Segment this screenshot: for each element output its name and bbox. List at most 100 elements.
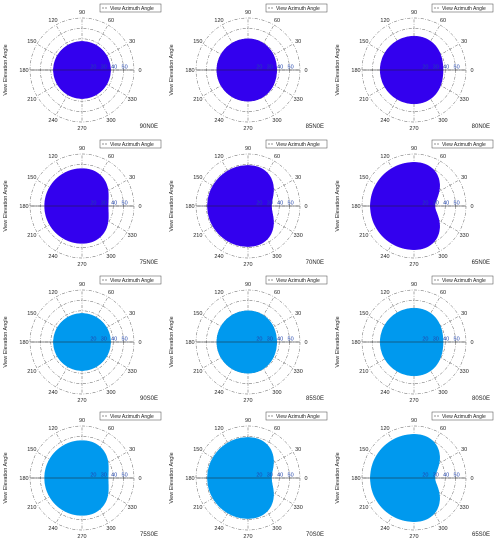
radial-tick-label: 30 xyxy=(267,201,273,207)
angle-label: 210 xyxy=(359,369,368,375)
angle-label: 180 xyxy=(185,476,194,482)
angle-label: 300 xyxy=(272,526,281,532)
angle-label: 90 xyxy=(79,282,85,288)
angle-label: 210 xyxy=(193,369,202,375)
angle-label: 60 xyxy=(108,154,114,160)
radial-tick-label: 50 xyxy=(122,337,128,343)
radial-tick-label: 20 xyxy=(422,201,428,207)
angle-label: 60 xyxy=(274,290,280,296)
angle-label: 90 xyxy=(79,10,85,16)
legend-box xyxy=(265,3,328,13)
angle-label: 0 xyxy=(470,204,473,210)
angle-label: 150 xyxy=(193,311,202,317)
angle-label: 240 xyxy=(214,118,223,124)
angle-label: 300 xyxy=(272,390,281,396)
angle-label: 150 xyxy=(359,39,368,45)
angle-label: 0 xyxy=(304,476,307,482)
angle-label: 240 xyxy=(48,118,57,124)
legend-label: View Azimuth Angle xyxy=(442,6,486,12)
radial-tick-label: 30 xyxy=(267,337,273,343)
angle-label: 60 xyxy=(108,18,114,24)
angle-label: 210 xyxy=(27,369,36,375)
angle-label: 240 xyxy=(380,526,389,532)
radial-tick-label: 30 xyxy=(267,473,273,479)
panel-label: 75S0E xyxy=(140,532,158,538)
legend-label: View Azimuth Angle xyxy=(110,414,154,420)
polar-panel-75s0e: 20 30 40 50 90 60 30 0 330 300 270 240 210 180 150 120 V… xyxy=(0,411,162,541)
angle-label: 300 xyxy=(438,254,447,260)
angle-label: 90 xyxy=(245,146,251,152)
panel-label: 85S0E xyxy=(306,396,324,402)
angle-label: 30 xyxy=(129,39,135,45)
angle-label: 270 xyxy=(243,398,252,404)
radial-tick-label: 40 xyxy=(111,65,117,71)
angle-label: 300 xyxy=(272,118,281,124)
angle-label: 150 xyxy=(359,175,368,181)
polar-panel-80n0e: 20 30 40 50 90 60 30 0 330 300 270 240 210 180 150 120 V… xyxy=(332,3,494,133)
angle-label: 270 xyxy=(409,126,418,132)
angle-label: 120 xyxy=(214,290,223,296)
radial-tick-label: 40 xyxy=(277,337,283,343)
angle-label: 240 xyxy=(214,254,223,260)
radial-tick-label: 40 xyxy=(111,473,117,479)
angle-label: 180 xyxy=(351,68,360,74)
angle-label: 300 xyxy=(438,390,447,396)
angle-label: 150 xyxy=(193,39,202,45)
radial-tick-label: 20 xyxy=(256,473,262,479)
angle-label: 0 xyxy=(138,476,141,482)
angle-label: 300 xyxy=(106,118,115,124)
angle-label: 270 xyxy=(243,262,252,268)
angle-label: 150 xyxy=(193,447,202,453)
y-axis-label: View Elevation Angle xyxy=(3,316,9,367)
polar-chart: 20 30 40 509060300330300270240210180150120V… xyxy=(335,275,494,404)
angle-label: 330 xyxy=(128,233,137,239)
y-axis-label: View Elevation Angle xyxy=(335,452,341,503)
angle-label: 240 xyxy=(48,390,57,396)
angle-label: 330 xyxy=(128,97,137,103)
angle-label: 300 xyxy=(106,526,115,532)
legend-box xyxy=(265,275,328,285)
angle-label: 180 xyxy=(19,340,28,346)
radial-tick-label: 50 xyxy=(454,337,460,343)
angle-label: 60 xyxy=(108,290,114,296)
angle-label: 330 xyxy=(294,233,303,239)
y-axis-label: View Elevation Angle xyxy=(335,44,341,95)
legend-label: View Azimuth Angle xyxy=(276,6,320,12)
angle-label: 210 xyxy=(359,233,368,239)
angle-label: 240 xyxy=(380,254,389,260)
angle-label: 60 xyxy=(274,18,280,24)
angle-label: 60 xyxy=(440,426,446,432)
angle-label: 270 xyxy=(243,534,252,540)
angle-label: 30 xyxy=(461,175,467,181)
angle-label: 90 xyxy=(411,146,417,152)
radial-tick-label: 40 xyxy=(277,201,283,207)
angle-label: 30 xyxy=(129,175,135,181)
panel-label: 75N0E xyxy=(140,260,158,266)
panel-label: 90S0E xyxy=(140,396,158,402)
radial-tick-label: 20 xyxy=(422,337,428,343)
angle-label: 30 xyxy=(129,447,135,453)
angle-label: 300 xyxy=(438,118,447,124)
angle-label: 150 xyxy=(27,175,36,181)
radial-tick-label: 20 xyxy=(90,201,96,207)
polar-chart: 20 30 40 509060300330300270240210180150120V… xyxy=(335,139,494,268)
radial-tick-label: 50 xyxy=(454,201,460,207)
angle-label: 150 xyxy=(359,311,368,317)
angle-label: 180 xyxy=(19,204,28,210)
radial-tick-label: 20 xyxy=(422,473,428,479)
radial-tick-label: 20 xyxy=(90,473,96,479)
angle-label: 330 xyxy=(128,505,137,511)
angle-label: 180 xyxy=(351,204,360,210)
polar-chart: 20 30 40 509060300330300270240210180150120V… xyxy=(3,3,162,132)
angle-label: 120 xyxy=(380,290,389,296)
angle-label: 330 xyxy=(294,505,303,511)
angle-label: 210 xyxy=(27,505,36,511)
angle-label: 150 xyxy=(27,311,36,317)
radial-tick-label: 50 xyxy=(288,473,294,479)
legend-label: View Azimuth Angle xyxy=(442,278,486,284)
legend-label: View Azimuth Angle xyxy=(110,142,154,148)
angle-label: 60 xyxy=(274,426,280,432)
radial-tick-label: 30 xyxy=(101,201,107,207)
radial-tick-label: 40 xyxy=(443,473,449,479)
angle-label: 240 xyxy=(48,254,57,260)
